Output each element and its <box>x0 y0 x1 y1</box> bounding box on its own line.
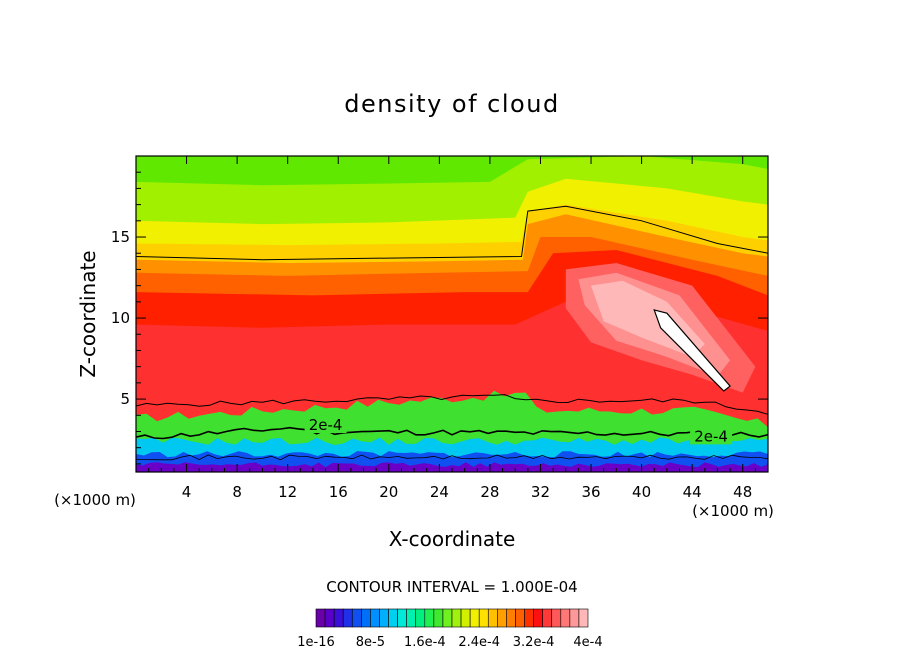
x-tick-label: 32 <box>531 483 550 501</box>
y-axis: 5 10 15 <box>111 171 768 465</box>
contour-interval-text: CONTOUR INTERVAL = 1.000E-04 <box>326 578 577 596</box>
x-unit-label-left: (×1000 m) <box>54 491 136 509</box>
x-axis-label: X-coordinate <box>389 527 516 551</box>
contour-line-upper <box>136 205 768 261</box>
contour-line-bottom <box>136 454 768 461</box>
colorbar-label: 1e-16 <box>297 635 335 650</box>
colorbar-swatch <box>315 608 326 628</box>
colorbar-swatch <box>497 608 507 628</box>
contour-field: 2e-4 2e-4 <box>136 156 768 472</box>
colorbar-swatch <box>388 608 398 628</box>
colorbar-swatch <box>333 608 344 628</box>
colorbar-swatch <box>379 608 389 628</box>
x-axis: 4 8 12 16 20 24 28 32 36 40 44 48 <box>148 156 756 501</box>
x-tick-label: 8 <box>232 483 242 501</box>
colorbar-swatch <box>424 608 435 628</box>
colorbar-swatch <box>460 608 471 628</box>
x-tick-label: 48 <box>733 483 752 501</box>
colorbar-swatch <box>506 608 516 628</box>
colorbar-label: 3.2e-4 <box>513 635 555 650</box>
colorbar-swatch <box>342 608 353 628</box>
contour-line-core <box>653 309 731 392</box>
colorbar-label: 1.6e-4 <box>404 635 446 650</box>
colorbar-swatch <box>524 608 534 628</box>
colorbar-swatch <box>442 608 453 628</box>
colorbar-swatch <box>324 608 335 628</box>
colorbar-swatch <box>515 608 525 628</box>
colorbar-swatch <box>551 608 562 628</box>
contour-line-lower <box>136 394 768 415</box>
colorbar-swatch <box>569 608 580 628</box>
colorbar-swatch <box>451 608 462 628</box>
colorbar-swatch <box>560 608 571 628</box>
y-tick-label: 15 <box>111 228 130 246</box>
colorbar <box>315 608 589 628</box>
x-tick-label: 12 <box>278 483 297 501</box>
colorbar-swatch <box>478 608 489 628</box>
x-tick-label: 24 <box>430 483 449 501</box>
x-tick-label: 16 <box>329 483 348 501</box>
core-white <box>654 309 731 391</box>
contour-line-2e-4 <box>136 426 768 440</box>
contour-label-bg <box>304 416 347 434</box>
colorbar-label: 8e-5 <box>356 635 385 650</box>
colorbar-labels: 1e-16 8e-5 1.6e-4 2.4e-4 3.2e-4 4e-4 <box>297 635 602 650</box>
y-tick-label: 5 <box>120 390 130 408</box>
colorbar-label: 2.4e-4 <box>458 635 500 650</box>
y-tick-label: 10 <box>111 309 130 327</box>
colorbar-swatch <box>487 608 498 628</box>
colorbar-swatch <box>370 608 380 628</box>
chart-title: density of cloud <box>344 90 559 118</box>
x-tick-label: 20 <box>379 483 398 501</box>
x-tick-label: 36 <box>581 483 600 501</box>
contour-label: 2e-4 <box>309 416 343 434</box>
colorbar-label: 4e-4 <box>573 635 602 650</box>
contour-label: 2e-4 <box>694 427 728 445</box>
y-axis-label: Z-coordinate <box>76 250 100 377</box>
x-tick-label: 28 <box>480 483 499 501</box>
x-tick-label: 44 <box>683 483 702 501</box>
x-tick-label: 40 <box>632 483 651 501</box>
colorbar-swatch <box>406 608 417 628</box>
colorbar-swatch <box>361 608 371 628</box>
colorbar-swatch <box>533 608 543 628</box>
colorbar-swatch <box>415 608 426 628</box>
x-unit-label-right: (×1000 m) <box>692 502 774 520</box>
colorbar-swatch <box>397 608 407 628</box>
colorbar-swatch <box>542 608 553 628</box>
x-tick-label: 4 <box>182 483 192 501</box>
colorbar-swatch <box>433 608 444 628</box>
band-purple <box>136 462 768 472</box>
contour-label-bg <box>690 427 733 445</box>
colorbar-swatch <box>469 608 480 628</box>
colorbar-swatch <box>351 608 362 628</box>
colorbar-swatch <box>578 608 589 628</box>
